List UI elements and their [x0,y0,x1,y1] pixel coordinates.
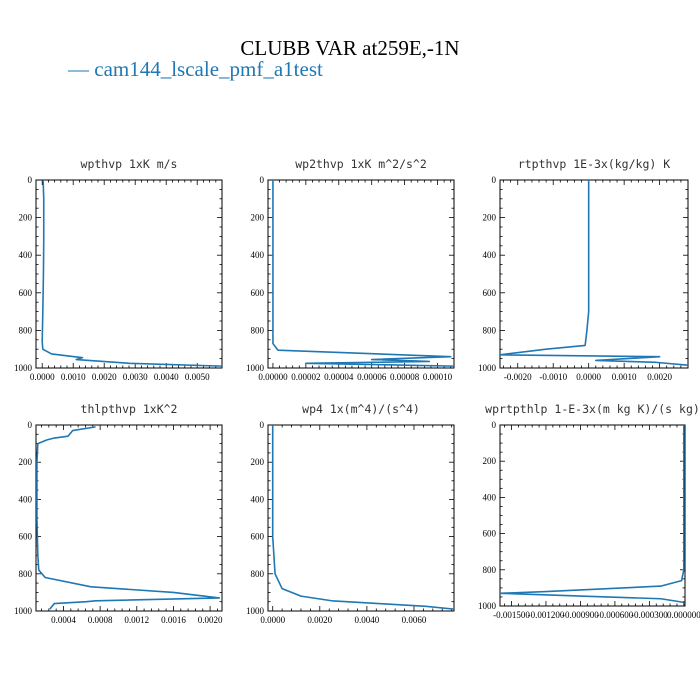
x-tick-label: 0.00000 [258,372,288,382]
y-tick-label: 1000 [478,601,497,611]
x-tick-label: -0.0010 [539,372,567,382]
x-tick-label: 0.0016 [161,615,186,625]
x-tick-label: 0.00010 [423,372,453,382]
plot-frame [267,424,455,612]
y-tick-label: 800 [251,569,265,579]
x-tick-label: 0.0000 [30,372,55,382]
series-line [271,425,454,610]
y-tick-label: 800 [483,325,497,335]
x-tick-label: 0.000000 [667,610,700,620]
x-tick-label: 0.0020 [198,615,223,625]
series-line [41,180,222,367]
y-tick-label: 800 [19,569,33,579]
x-tick-label: -0.000300 [631,610,668,620]
y-tick-label: 800 [483,565,497,575]
x-tick-label: 0.00002 [291,372,320,382]
x-tick-label: 0.0004 [51,615,76,625]
y-tick-label: 200 [19,457,33,467]
x-tick-label: 0.0000 [260,615,285,625]
x-tick-label: 0.0020 [92,372,117,382]
x-tick-label: 0.0020 [307,615,332,625]
x-tick-label: 0.0040 [355,615,380,625]
panel-title: wprtpthlp 1-E-3x(m kg K)/(s kg) [485,402,700,416]
y-tick-label: 1000 [246,606,265,616]
figure-title: CLUBB VAR at259E,-1N [240,36,460,60]
series-line [500,425,685,604]
panel-title: thlpthvp 1xK^2 [81,402,178,416]
y-tick-label: 600 [483,288,497,298]
x-tick-label: -0.001200 [528,610,565,620]
x-tick-label: 0.0012 [124,615,149,625]
panel-2: wp2thvp 1xK m^2/s^2020040060080010000.00… [246,157,455,382]
y-tick-label: 1000 [478,363,497,373]
x-tick-label: 0.0008 [88,615,113,625]
panel-3: rtpthvp 1E-3x(kg/kg) K02004006008001000-… [478,157,689,382]
y-tick-label: 0 [492,420,497,430]
plot-frame [267,179,455,369]
series-line [500,180,688,366]
y-tick-label: 200 [19,213,33,223]
panel-title: wpthvp 1xK m/s [81,157,178,171]
y-tick-label: 400 [251,250,265,260]
y-tick-label: 600 [251,288,265,298]
x-tick-label: 0.0020 [647,372,672,382]
x-tick-label: 0.0030 [123,372,148,382]
y-tick-label: 1000 [14,363,33,373]
y-tick-label: 400 [483,492,497,502]
legend-entry: — cam144_lscale_pmf_a1test [68,57,323,81]
y-tick-label: 0 [260,175,265,185]
panel-title: wp2thvp 1xK m^2/s^2 [295,157,427,171]
panel-title: rtpthvp 1E-3x(kg/kg) K [518,157,670,171]
y-tick-label: 200 [251,213,265,223]
y-tick-label: 400 [483,250,497,260]
y-tick-label: 1000 [246,363,265,373]
y-tick-label: 400 [19,494,33,504]
x-tick-label: 0.0000 [576,372,601,382]
y-tick-label: 1000 [14,606,33,616]
y-tick-label: 0 [260,420,265,430]
y-tick-label: 0 [28,420,33,430]
panel-4: thlpthvp 1xK^2 0 200 400 600 800 1000 0.0004 0.0… [14,402,223,625]
y-tick-label: 800 [251,325,265,335]
panel-title: wp4 1x(m^4)/(s^4) [302,402,420,416]
y-tick-label: 600 [19,288,33,298]
x-tick-label: 0.0010 [61,372,86,382]
x-tick-label: -0.000600 [597,610,634,620]
x-tick-label: 0.00004 [324,372,354,382]
x-tick-label: 0.0050 [185,372,210,382]
y-tick-label: 400 [19,250,33,260]
plot-frame [499,424,686,607]
x-tick-label: -0.000900 [562,610,599,620]
x-tick-label: 0.0040 [154,372,179,382]
y-tick-label: 800 [19,325,33,335]
x-tick-label: -0.001500 [493,610,530,620]
x-tick-label: 0.00006 [357,372,387,382]
y-tick-label: 600 [19,532,33,542]
x-tick-label: 0.00008 [390,372,420,382]
y-tick-label: 600 [251,532,265,542]
x-tick-label: 0.0010 [612,372,637,382]
plot-frame [35,179,223,369]
plot-frame [499,179,689,369]
panel-5: wp4 1x(m^4)/(s^4) 0 200 400 600 800 10000.0000… [246,402,455,625]
y-tick-label: 400 [251,494,265,504]
y-tick-label: 200 [483,456,497,466]
y-tick-label: 200 [251,457,265,467]
y-tick-label: 600 [483,529,497,539]
plot-frame [35,424,223,612]
y-tick-label: 0 [28,175,33,185]
series-line [272,180,454,367]
panel-6: wprtpthlp 1-E-3x(m kg K)/(s kg) 0 200 400 60… [478,402,700,620]
series-line [36,426,221,610]
y-tick-label: 0 [492,175,497,185]
x-tick-label: 0.0060 [402,615,427,625]
x-tick-label: -0.0020 [504,372,532,382]
y-tick-label: 200 [483,213,497,223]
